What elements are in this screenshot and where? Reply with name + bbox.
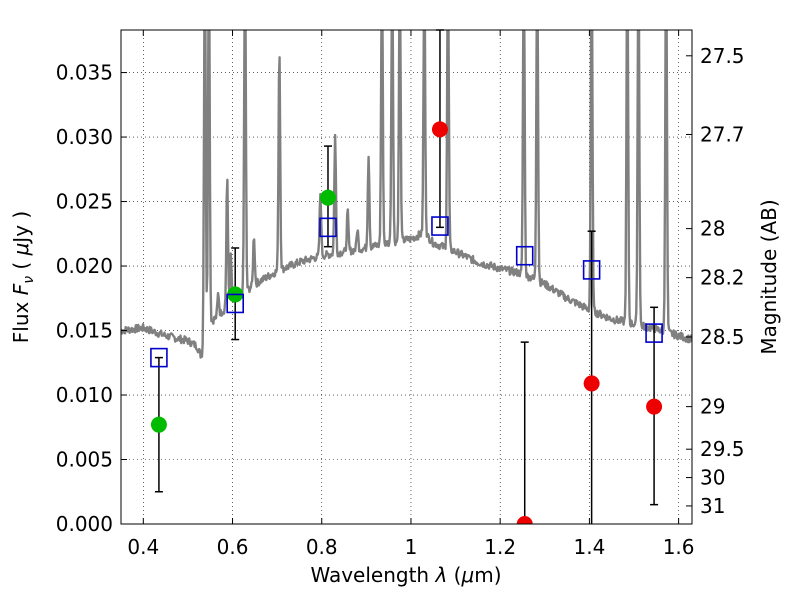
x-tick-label: 1.2	[484, 535, 516, 559]
model-flux-square	[645, 323, 663, 343]
x-tick-label: 1.4	[573, 535, 605, 559]
y2-tick-label: 28.5	[700, 325, 745, 349]
model-flux-square	[226, 293, 244, 314]
y-axis-label: Flux Fν ( μJy )	[9, 211, 37, 343]
x-tick-label: 0.8	[306, 535, 338, 559]
y2-axis-label: Magnitude (AB)	[757, 199, 781, 354]
model-flux-square	[515, 245, 534, 266]
nondetection-point	[646, 398, 663, 415]
y2-tick-label: 30	[700, 466, 725, 490]
y2-tick-label: 28.2	[700, 266, 745, 290]
y-tick-label: 0.005	[56, 448, 113, 472]
y-tick-label: 0.035	[56, 61, 113, 85]
y2-tick-label: 27.7	[700, 122, 745, 146]
nondetection-point	[431, 121, 448, 138]
x-tick-label: 0.6	[217, 535, 249, 559]
x-tick-label: 0.4	[127, 535, 159, 559]
model-flux-square	[582, 260, 601, 280]
nondetection-point	[516, 516, 533, 524]
sed-spectrum	[121, 30, 692, 359]
model-flux-square	[150, 347, 168, 368]
plot-frame	[120, 29, 693, 525]
sed-line	[121, 30, 692, 359]
y2-tick-label: 29.5	[700, 437, 745, 461]
model-flux-square	[431, 216, 449, 236]
y-tick-label: 0.020	[56, 254, 113, 278]
x-tick-label: 1.6	[663, 535, 695, 559]
y-axis-ticks: 0.000 0.005 0.010 0.015 0.020 0.025 0.030 0.035	[56, 61, 127, 536]
plot-area	[121, 30, 692, 524]
y-tick-label: 0.015	[56, 319, 113, 343]
detection-point	[150, 416, 167, 433]
y-tick-label: 0.030	[56, 125, 113, 149]
y-tick-label: 0.000	[56, 512, 113, 536]
y2-tick-label: 28	[700, 217, 725, 241]
y2-tick-label: 27.5	[700, 44, 745, 68]
x-axis-label: Wavelength λ (μm)	[310, 563, 501, 587]
detection-point	[319, 189, 336, 206]
x-tick-label: 1	[405, 535, 418, 559]
model-flux-square	[319, 217, 337, 238]
y-tick-label: 0.010	[56, 383, 113, 407]
nondetection-point	[583, 375, 600, 392]
y2-tick-label: 31	[700, 494, 725, 518]
y-tick-label: 0.025	[56, 190, 113, 214]
y2-axis-ticks: 27.5 27.7 28 28.2 28.5 29 29.5 30 31	[686, 44, 745, 518]
y2-tick-label: 29	[700, 395, 725, 419]
data-markers	[150, 121, 663, 524]
x-axis-ticks: 0.4 0.6 0.8 1 1.2 1.4 1.6	[127, 30, 695, 559]
